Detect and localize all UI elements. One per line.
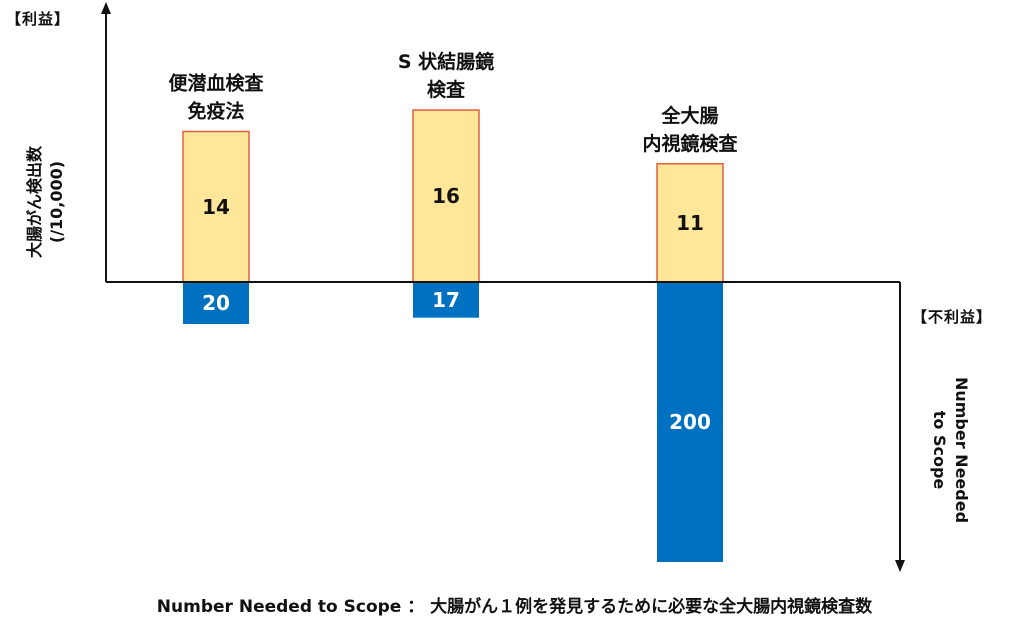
- category-label-1-line-1: 便潜血検査: [168, 72, 264, 95]
- bar-benefit-3: [656, 163, 724, 283]
- benefit-corner-label: 【利益】: [6, 10, 71, 28]
- category-label-1-line-2: 免疫法: [187, 100, 244, 123]
- footnote: Number Needed to Scope ： 大腸がん１例を発見するために必…: [156, 597, 873, 617]
- bar-harm-label-3: 200: [669, 410, 711, 434]
- bar-benefit-1: [182, 130, 250, 283]
- bar-harm-label-2: 17: [432, 288, 460, 312]
- bar-benefit-label-2: 16: [432, 184, 460, 208]
- bar-harm-label-1: 20: [202, 291, 230, 315]
- bar-benefit-label-1: 14: [202, 195, 230, 219]
- category-label-2-line-1: S 状結腸鏡: [398, 50, 494, 73]
- y-axis-arrow-up: [101, 2, 111, 14]
- bar-benefit-2: [412, 109, 480, 283]
- category-label-3-line-1: 全大腸: [660, 104, 718, 127]
- bar-harm-3: [657, 282, 723, 562]
- negative-axis-arrow-down: [895, 560, 905, 572]
- bar-benefit-label-3: 11: [676, 211, 704, 235]
- bar-harm-1: [183, 282, 249, 324]
- category-label-2-line-2: 検査: [427, 78, 466, 101]
- harm-corner-label: 【不利益】: [912, 308, 993, 326]
- bar-harm-2: [413, 282, 479, 318]
- category-label-3-line-2: 内視鏡検査: [642, 132, 738, 155]
